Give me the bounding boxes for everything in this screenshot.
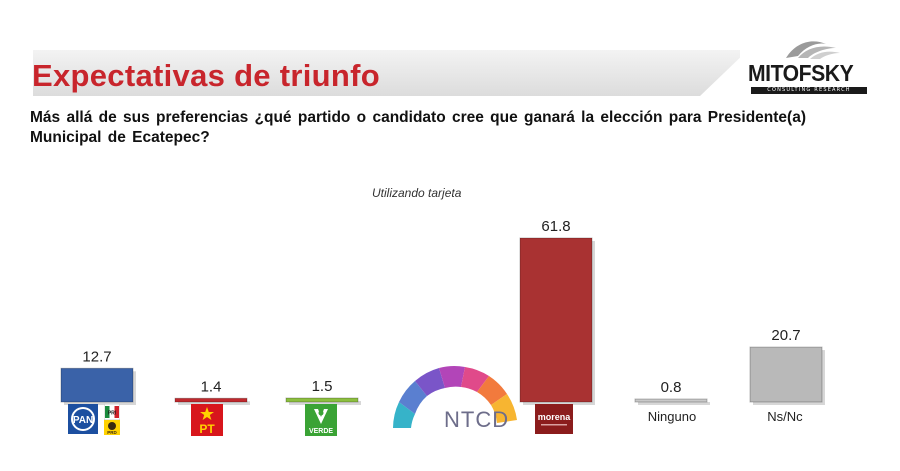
ntcd-watermark-icon [393, 366, 517, 428]
bar-verde [285, 397, 359, 403]
data-label: 1.5 [312, 378, 333, 395]
page-title: Expectativas de triunfo [32, 58, 380, 93]
bar-ninguno [634, 398, 708, 403]
bar-shadow [638, 402, 710, 405]
pt-icon: PT [191, 404, 223, 436]
chart-subtitle: Utilizando tarjeta [372, 186, 462, 200]
survey-question: Más allá de sus preferencias ¿qué partid… [30, 109, 806, 146]
mitofsky-swoosh-icon [786, 41, 840, 59]
data-label: 20.7 [771, 327, 800, 344]
prd-icon: PRD [104, 420, 120, 435]
verde-icon: VERDE [305, 404, 337, 436]
data-label: 61.8 [541, 218, 570, 235]
category-label-nsnc: Ns/Nc [767, 409, 803, 424]
bar-pt [174, 397, 248, 403]
data-label: 0.8 [661, 379, 682, 396]
svg-text:VERDE: VERDE [309, 428, 333, 435]
data-label: 1.4 [201, 378, 222, 395]
bar-shadow [178, 401, 250, 405]
bar-morena [519, 237, 593, 403]
morena-icon: morena [535, 404, 573, 434]
bar-pan-pri-prd [60, 367, 134, 403]
category-label-ninguno: Ninguno [647, 409, 697, 424]
bar-shadow [289, 401, 361, 405]
svg-text:PRI: PRI [108, 411, 117, 417]
pri-icon: PRI [103, 403, 121, 421]
svg-text:morena: morena [538, 412, 572, 422]
data-label: 12.7 [82, 348, 111, 365]
svg-text:PRD: PRD [107, 430, 117, 435]
bar-ns-nc [749, 346, 823, 403]
svg-text:PT: PT [199, 422, 215, 436]
pan-icon: PAN [68, 404, 98, 434]
mitofsky-logo: MITOFSKY [748, 60, 854, 86]
ntcd-watermark-text: NTCD [444, 407, 510, 432]
mitofsky-logo-subtext: CONSULTING RESEARCH [751, 87, 867, 94]
svg-text:PAN: PAN [73, 415, 93, 426]
